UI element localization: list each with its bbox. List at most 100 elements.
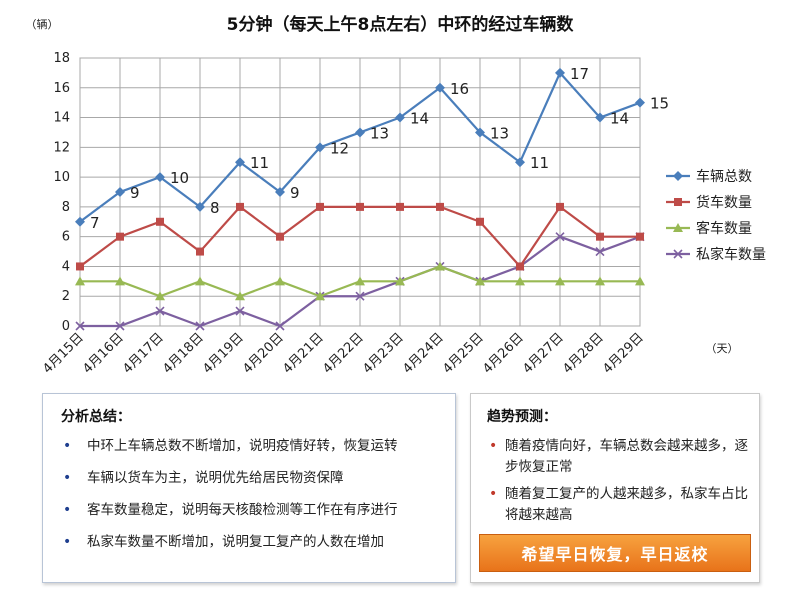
marker-stroke — [355, 291, 365, 301]
trend-title: 趋势预测： — [487, 409, 557, 425]
x-tick-label: 4月15日 — [40, 330, 87, 377]
y-tick-label: 4 — [62, 259, 70, 274]
point-marker — [435, 82, 445, 93]
point-marker — [195, 321, 205, 331]
legend-label: 私家车数量 — [696, 246, 766, 263]
point-marker — [515, 276, 525, 286]
y-tick-label: 10 — [53, 170, 70, 185]
point-marker — [195, 201, 205, 212]
y-tick-label: 6 — [62, 230, 70, 245]
y-tick-label: 14 — [53, 111, 70, 126]
point-marker — [316, 202, 324, 211]
marker-stroke — [115, 321, 125, 331]
point-marker — [275, 187, 285, 197]
point-marker — [355, 127, 365, 138]
point-marker — [395, 276, 405, 286]
data-label: 15 — [650, 95, 669, 113]
point-marker — [673, 249, 683, 259]
hope-banner: 希望早日恢复，早日返校 — [479, 534, 751, 572]
trend-item: 随着疫情向好，车辆总数会越来越多，逐步恢复正常 — [487, 436, 749, 478]
point-marker — [673, 223, 683, 232]
marker-stroke — [555, 232, 565, 242]
data-label: 17 — [570, 65, 589, 83]
x-tick-label: 4月27日 — [520, 330, 567, 377]
series-lines: 7 9 10 8 11 9 12 13 14 16 13 11 17 14 15 — [75, 65, 669, 331]
x-tick-label: 4月16日 — [80, 330, 127, 377]
data-label: 11 — [250, 154, 269, 172]
point-marker — [555, 276, 565, 286]
x-tick-label: 4月23日 — [360, 330, 407, 377]
analysis-item: 客车数量稳定，说明每天核酸检测等工作在有序进行 — [61, 500, 441, 520]
point-marker — [635, 97, 645, 108]
data-label: 14 — [410, 110, 429, 128]
data-label: 13 — [490, 124, 509, 142]
point-marker — [595, 112, 605, 123]
data-label: 7 — [90, 214, 100, 232]
analysis-item: 私家车数量不断增加，说明复工复产的人数在增加 — [61, 532, 441, 552]
marker-stroke — [155, 306, 165, 316]
point-marker — [275, 321, 285, 331]
point-marker — [515, 157, 525, 168]
point-marker — [355, 291, 365, 301]
point-marker — [155, 172, 165, 183]
point-marker — [315, 142, 325, 153]
marker-stroke — [673, 249, 683, 259]
legend-label: 车辆总数 — [696, 168, 752, 185]
x-tick-label: 4月17日 — [120, 330, 167, 377]
x-tick-label: 4月21日 — [280, 330, 327, 377]
legend-label: 货车数量 — [696, 194, 752, 211]
x-tick-label: 4月18日 — [160, 330, 207, 377]
trend-item: 随着复工复产的人越来越多，私家车占比将越来越高 — [487, 484, 749, 526]
analysis-list: 中环上车辆总数不断增加，说明疫情好转，恢复运转 车辆以货车为主，说明优先给居民物… — [61, 436, 441, 552]
point-marker — [75, 321, 85, 331]
legend-label: 客车数量 — [696, 220, 752, 237]
marker-stroke — [275, 321, 285, 331]
point-marker — [475, 127, 485, 138]
point-marker — [156, 217, 164, 226]
x-tick-label: 4月26日 — [480, 330, 527, 377]
point-marker — [555, 232, 565, 242]
point-marker — [75, 216, 85, 227]
marker-stroke — [75, 321, 85, 331]
x-tick-label: 4月22日 — [320, 330, 367, 377]
point-marker — [556, 202, 564, 211]
data-label: 11 — [530, 154, 549, 172]
point-marker — [275, 276, 285, 286]
point-marker — [235, 291, 245, 301]
point-marker — [395, 112, 405, 123]
point-marker — [436, 202, 444, 211]
data-label: 9 — [290, 184, 300, 202]
point-marker — [315, 291, 325, 301]
point-marker — [595, 276, 605, 286]
x-tick-label: 4月24日 — [400, 330, 447, 377]
point-marker — [276, 232, 284, 241]
point-marker — [435, 261, 445, 271]
point-marker — [475, 276, 485, 286]
point-marker — [155, 291, 165, 301]
point-marker — [155, 306, 165, 316]
analysis-panel: 分析总结： 中环上车辆总数不断增加，说明疫情好转，恢复运转 车辆以货车为主，说明… — [42, 393, 456, 583]
y-tick-label: 16 — [53, 81, 70, 96]
marker-stroke — [595, 246, 605, 257]
point-marker — [595, 246, 605, 257]
line-chart: 5分钟（每天上午8点左右）中环的经过车辆数 （辆） （天） 0 2 4 6 8 10 12 1… — [26, 14, 767, 377]
point-marker — [115, 187, 125, 197]
data-label: 8 — [210, 199, 220, 217]
trend-panel: 趋势预测： 随着疫情向好，车辆总数会越来越多，逐步恢复正常 随着复工复产的人越来… — [470, 393, 760, 583]
y-tick-label: 8 — [62, 200, 70, 215]
data-label: 9 — [130, 184, 140, 202]
point-marker — [356, 202, 364, 211]
y-tick-label: 2 — [62, 289, 70, 304]
data-label: 13 — [370, 124, 389, 142]
point-marker — [195, 276, 205, 286]
point-marker — [355, 276, 365, 286]
point-marker — [635, 276, 645, 286]
point-marker — [115, 276, 125, 286]
point-marker — [476, 217, 484, 226]
data-label: 10 — [170, 169, 189, 187]
point-marker — [235, 306, 245, 316]
point-marker — [76, 262, 84, 271]
point-marker — [396, 202, 404, 211]
marker-stroke — [195, 321, 205, 331]
